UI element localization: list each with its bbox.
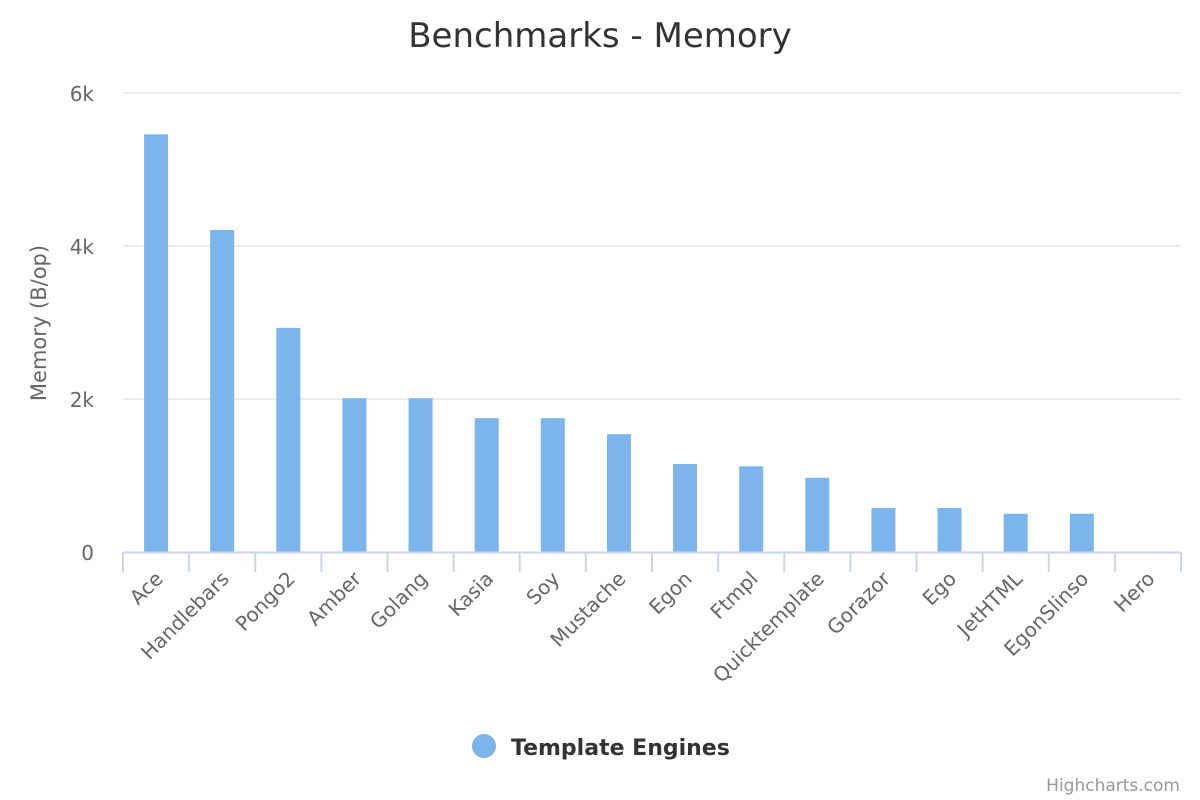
y-tick-label: 2k — [70, 388, 95, 412]
bar — [606, 434, 631, 552]
x-tick-label: Ace — [125, 567, 168, 610]
bar — [474, 418, 499, 552]
y-tick-label: 6k — [70, 82, 95, 106]
x-tick-label: Ftmpl — [705, 567, 762, 624]
x-tick-label: Ego — [918, 567, 962, 611]
x-tick-label: Hero — [1109, 567, 1159, 617]
bar — [540, 418, 565, 552]
x-tick-label: Kasia — [444, 567, 499, 622]
x-tick-label: Amber — [302, 566, 366, 630]
bar — [1003, 513, 1028, 552]
bar — [673, 464, 698, 552]
credits-link[interactable]: Highcharts.com — [1046, 776, 1180, 796]
bar — [408, 398, 433, 552]
bar — [871, 508, 896, 552]
y-axis-label: Memory (B/op) — [27, 245, 51, 401]
x-tick-label: Gorazor — [822, 566, 896, 640]
bar — [937, 508, 962, 552]
bar — [805, 477, 830, 552]
bar — [1069, 513, 1094, 552]
chart-title: Benchmarks - Memory — [408, 16, 792, 56]
bar — [210, 229, 235, 552]
y-tick-label: 0 — [81, 541, 94, 565]
bar — [342, 398, 367, 552]
legend-label: Template Engines — [511, 736, 730, 761]
y-tick-label: 4k — [70, 235, 95, 259]
x-tick-label: Golang — [365, 567, 432, 634]
x-tick-label: Soy — [521, 566, 564, 609]
legend-marker-icon — [472, 734, 496, 758]
x-tick-label: Pongo2 — [231, 567, 300, 636]
legend-item[interactable]: Template Engines — [472, 734, 730, 761]
bar — [276, 327, 301, 552]
x-tick-label: Egon — [644, 567, 697, 620]
bar — [739, 466, 764, 552]
bar — [144, 134, 169, 552]
x-tick-label: Quicktemplate — [708, 567, 829, 688]
